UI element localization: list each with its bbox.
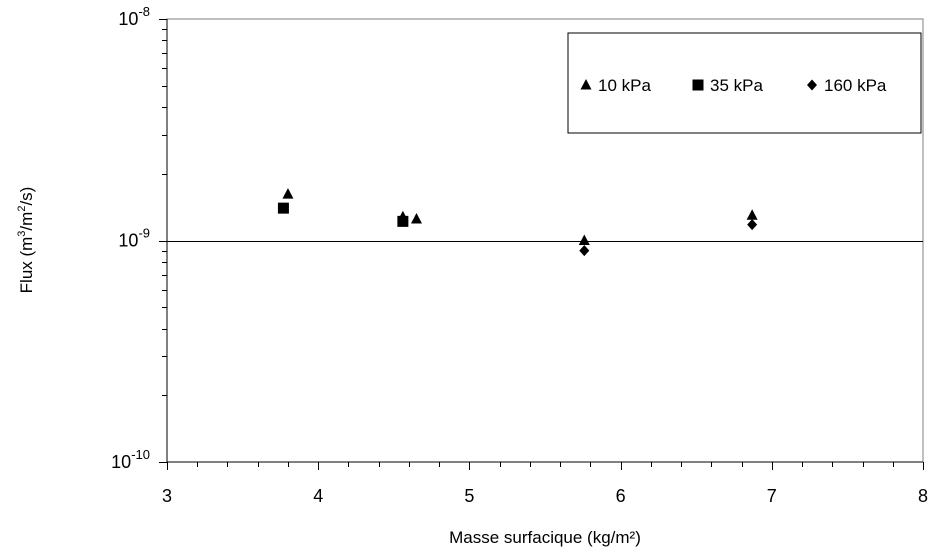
- x-tick-label: 8: [918, 486, 928, 506]
- legend-item: 10 kPa: [580, 76, 651, 95]
- data-point-square: [397, 215, 409, 227]
- legend-marker-triangle: [580, 79, 592, 90]
- legend-marker-square: [692, 79, 704, 91]
- x-tick-label: 3: [162, 486, 172, 506]
- x-axis-ticks: [167, 462, 924, 470]
- x-axis-title: Masse surfacique (kg/m²): [449, 528, 641, 547]
- y-axis-title: Flux (m3/m2/s): [16, 187, 36, 294]
- data-point-triangle: [410, 213, 422, 224]
- legend-label: 10 kPa: [598, 76, 651, 95]
- data-point-diamond: [579, 245, 590, 257]
- legend-box: [567, 32, 922, 134]
- legend-item: 35 kPa: [692, 76, 763, 95]
- data-point-square: [277, 202, 289, 214]
- legend-label: 160 kPa: [824, 76, 887, 95]
- data-point-triangle: [746, 209, 758, 220]
- data-point-diamond: [747, 219, 758, 231]
- x-tick-label: 6: [616, 486, 626, 506]
- x-tick-label: 5: [464, 486, 474, 506]
- data-points: [277, 188, 758, 257]
- y-axis-ticks: [159, 19, 167, 463]
- y-tick-label: 10-8: [118, 4, 150, 29]
- y-tick-label: 10-9: [118, 226, 150, 251]
- legend-marker-diamond: [807, 79, 817, 91]
- legend-items: 10 kPa 35 kPa 160 kPa: [580, 76, 887, 95]
- y-tick-label: 10-10: [111, 447, 150, 472]
- legend-label: 35 kPa: [710, 76, 763, 95]
- legend: 10 kPa 35 kPa 160 kPa: [567, 32, 922, 134]
- x-tick-label: 7: [767, 486, 777, 506]
- data-point-triangle: [282, 188, 294, 199]
- x-tick-label: 4: [313, 486, 323, 506]
- data-point-triangle: [578, 234, 590, 245]
- legend-item: 160 kPa: [807, 76, 887, 95]
- y-tick-labels: 10-8 10-9 10-10: [111, 4, 150, 472]
- x-tick-labels: 3 4 5 6 7 8: [162, 486, 928, 506]
